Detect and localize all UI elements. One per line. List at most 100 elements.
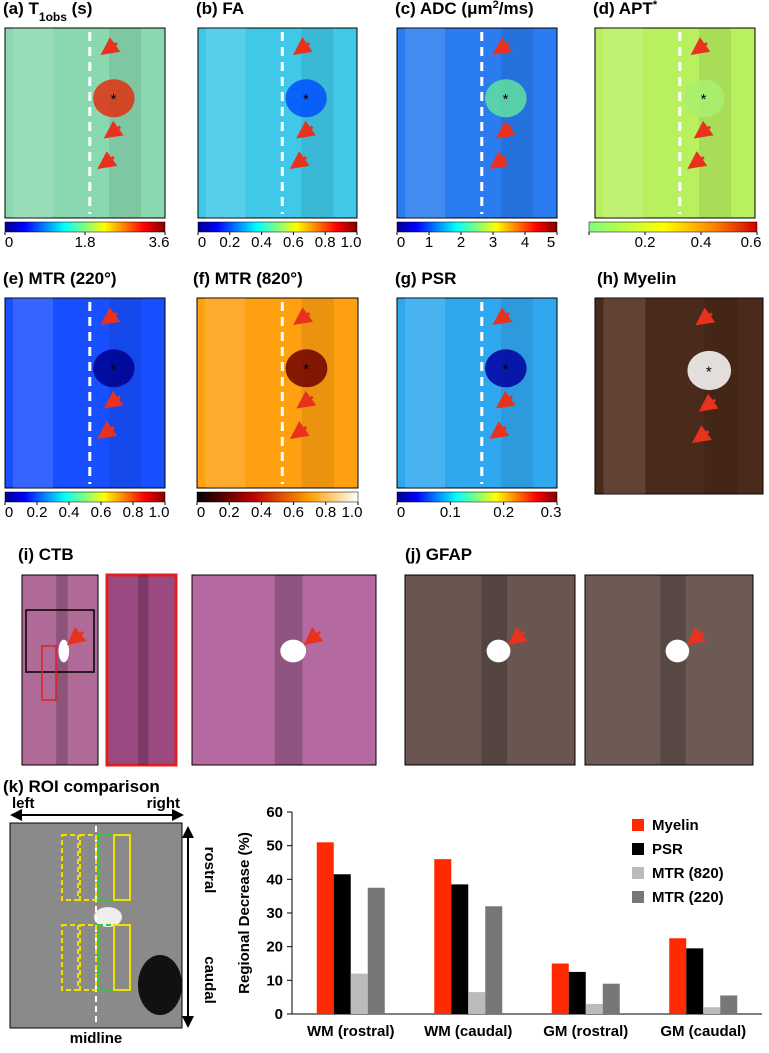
colorbar-tick-label: 0.8 — [315, 234, 336, 251]
colorbar-tick-label: 0.6 — [283, 504, 304, 521]
colorbar-tick-label: 4 — [521, 234, 529, 251]
panel-title: (i) CTB — [18, 545, 74, 564]
y-tick-label: 0 — [275, 1006, 283, 1023]
title-part: 2 — [493, 0, 499, 11]
arrow — [495, 120, 516, 139]
roi-box — [113, 834, 131, 901]
lesion — [93, 79, 135, 118]
map-band — [109, 28, 141, 218]
arrow — [296, 390, 317, 409]
title-part: (d) APT — [593, 0, 653, 18]
arrow — [690, 37, 711, 55]
colorbar-tick-label: 0 — [5, 234, 13, 251]
colorbar-tick-label: 0.6 — [741, 234, 762, 251]
legend-label: PSR — [652, 841, 683, 858]
lesion — [58, 639, 70, 663]
map-band — [405, 28, 445, 218]
roi-box — [113, 924, 131, 991]
bar — [451, 884, 469, 1014]
bar — [602, 983, 620, 1014]
roi-dark — [138, 955, 182, 1015]
title-part: (s) — [67, 0, 93, 18]
legend-swatch — [632, 843, 644, 855]
panel-title: (h) Myelin — [597, 269, 676, 288]
arrow — [296, 120, 317, 139]
asterisk: * — [303, 361, 309, 378]
panel-title: (a) T1obs (s) — [3, 0, 92, 24]
asterisk: * — [706, 363, 712, 380]
map-band — [603, 28, 643, 218]
colorbar-tick-label: 0.8 — [123, 504, 144, 521]
map-band — [704, 298, 738, 494]
map-image — [594, 297, 764, 495]
colorbar — [588, 221, 758, 233]
histology-band — [481, 575, 507, 765]
panel-title: (j) GFAP — [405, 545, 472, 564]
arrow — [66, 626, 87, 646]
title-part: 1obs — [39, 10, 67, 24]
asterisk: * — [503, 91, 509, 108]
histology-image — [404, 574, 576, 766]
bar — [468, 992, 486, 1014]
lesion — [93, 349, 135, 388]
colorbar-tick-label: 0.2 — [219, 234, 240, 251]
colorbar-tick-label: 1.8 — [75, 234, 96, 251]
arrow — [289, 151, 310, 169]
legend-swatch — [632, 819, 644, 831]
map-band — [205, 28, 246, 218]
roi-box — [79, 924, 97, 991]
x-tick-label: GM (caudal) — [660, 1023, 746, 1040]
panel-title: (k) ROI comparison — [3, 777, 160, 796]
y-tick-label: 10 — [266, 972, 283, 989]
histology-band — [274, 575, 303, 765]
direction-label: left — [12, 795, 35, 812]
panel-title: (f) MTR (820°) — [193, 269, 303, 288]
inset-box — [25, 609, 95, 673]
lesion — [665, 639, 690, 663]
arrow — [695, 307, 716, 326]
x-tick-label: GM (rostral) — [543, 1023, 628, 1040]
map-band — [13, 298, 53, 488]
bar — [568, 971, 586, 1014]
arrow — [289, 421, 310, 439]
legend-label: MTR (220) — [652, 889, 724, 906]
colorbar — [4, 221, 166, 233]
histology-band — [56, 575, 68, 765]
map-band — [699, 28, 731, 218]
map-image — [196, 297, 359, 489]
colorbar-tick-label: 0.8 — [315, 504, 336, 521]
title-part: (a) T — [3, 0, 40, 18]
bar — [367, 887, 385, 1014]
arrow — [103, 390, 124, 409]
colorbar-tick-label: 0.2 — [219, 504, 240, 521]
arrow — [100, 37, 121, 55]
arrow — [492, 307, 513, 325]
lesion — [687, 350, 732, 391]
y-tick-label: 30 — [266, 905, 283, 922]
colorbar-tick-label: 1.0 — [149, 504, 170, 521]
title-part: (h) Myelin — [597, 269, 676, 288]
asterisk: * — [111, 361, 117, 378]
map-image — [4, 297, 166, 489]
bar — [333, 874, 351, 1014]
colorbar-tick-label: 3 — [489, 234, 497, 251]
bar — [316, 842, 334, 1014]
lesion — [485, 79, 527, 118]
bar — [669, 938, 687, 1014]
x-tick-label: WM (rostral) — [307, 1023, 395, 1040]
bar — [485, 906, 503, 1014]
panel-title: (b) FA — [196, 0, 244, 18]
colorbar-tick-label: 0.6 — [91, 504, 112, 521]
map-band — [501, 28, 533, 218]
roi-lesion — [94, 907, 122, 927]
map-image — [197, 27, 358, 219]
direction-label: right — [147, 795, 180, 812]
panel-title: (e) MTR (220°) — [3, 269, 117, 288]
lesion — [485, 349, 527, 388]
colorbar-tick-label: 0.4 — [691, 234, 712, 251]
bar — [703, 1007, 721, 1014]
title-part: (g) PSR — [395, 269, 456, 288]
colorbar-tick-label: 0 — [397, 504, 405, 521]
arrow — [686, 626, 707, 646]
